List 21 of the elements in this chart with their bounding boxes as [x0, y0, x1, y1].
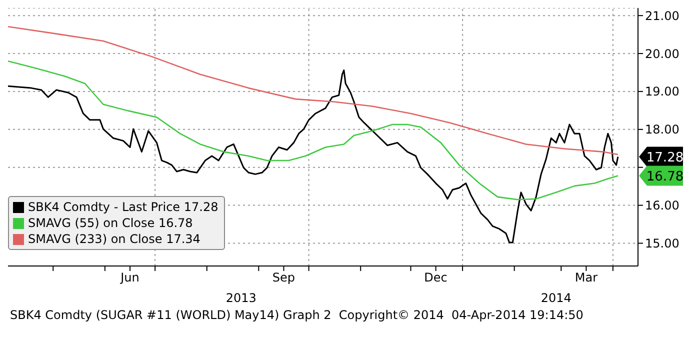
y-tick-label: 19.00: [645, 84, 680, 99]
x-tick-label: Jun: [120, 270, 140, 285]
x-tick-label: Mar: [574, 270, 598, 285]
y-tick-label: 16.00: [645, 198, 680, 213]
text: 2014: [540, 291, 572, 305]
line-series: [8, 26, 619, 156]
y-tick-label: 15.00: [645, 236, 680, 250]
line-series: [8, 69, 619, 244]
y-tick-label: 20.00: [645, 46, 680, 61]
legend-label: SBK4 Comdty - Last Price 17.28: [28, 199, 218, 215]
annotation: 17.28: [646, 150, 684, 166]
legend-label: SMAVG (233) on Close 17.34: [28, 231, 200, 247]
annotation: 16.78: [646, 170, 684, 185]
y-tick-label: 21.00: [645, 8, 680, 23]
text: 2013: [224, 291, 258, 305]
x-tick-label: Dec: [424, 270, 448, 285]
line-series: [8, 60, 619, 200]
legend-label: SMAVG (55) on Close 16.78: [28, 215, 193, 231]
text: SBK4 Comdty (SUGAR #11 (WORLD) May14) Graph 2 Copyright© 2014 04-Apr-2014 19:14:50: [9, 308, 584, 322]
y-tick-label: 18.00: [645, 122, 680, 137]
x-tick-label: Sep: [272, 270, 296, 285]
